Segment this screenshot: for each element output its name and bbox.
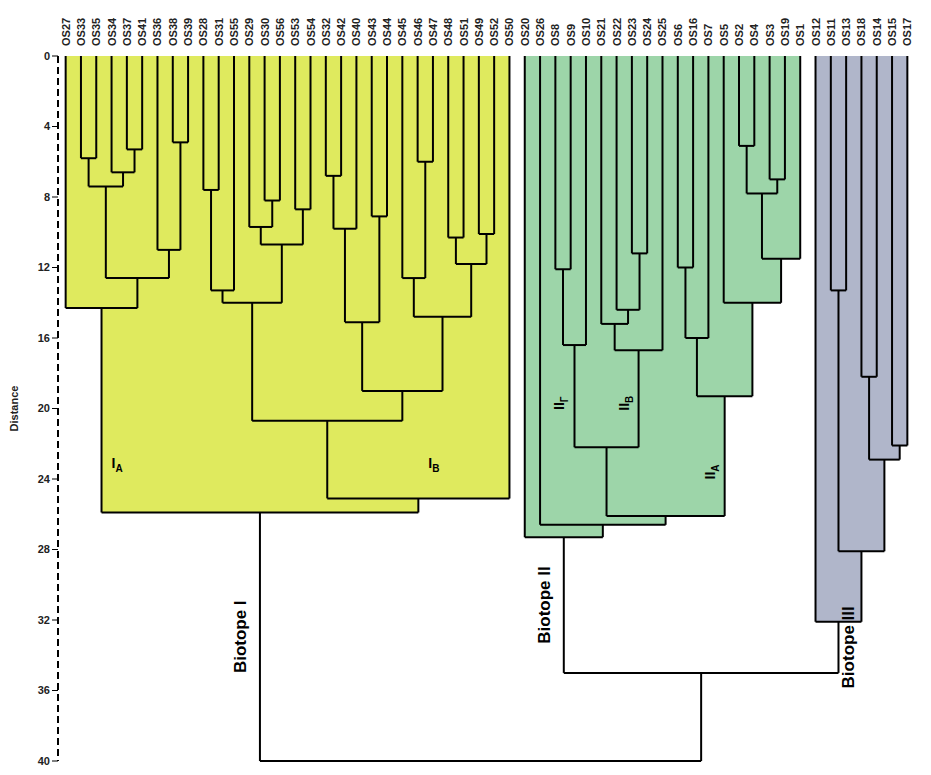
svg-text:OS26: OS26 — [534, 18, 546, 46]
svg-text:IA: IA — [112, 455, 123, 474]
svg-text:IIГ: IIГ — [551, 396, 570, 410]
svg-text:OS38: OS38 — [167, 18, 179, 46]
svg-text:32: 32 — [38, 614, 50, 626]
svg-text:OS43: OS43 — [366, 18, 378, 46]
svg-text:OS41: OS41 — [136, 18, 148, 46]
svg-text:Biotope I: Biotope I — [231, 600, 250, 673]
svg-text:OS55: OS55 — [228, 18, 240, 46]
svg-text:16: 16 — [38, 332, 50, 344]
svg-text:Distance: Distance — [8, 386, 20, 432]
svg-text:Biotope II: Biotope II — [535, 566, 554, 643]
svg-text:OS12: OS12 — [810, 18, 822, 46]
svg-text:OS15: OS15 — [886, 18, 898, 46]
svg-text:OS21: OS21 — [595, 18, 607, 46]
svg-text:OS1: OS1 — [794, 24, 806, 46]
svg-text:40: 40 — [38, 755, 50, 767]
svg-text:OS34: OS34 — [106, 17, 118, 46]
svg-text:OS6: OS6 — [672, 24, 684, 46]
svg-text:OS32: OS32 — [320, 18, 332, 46]
svg-text:OS33: OS33 — [75, 18, 87, 46]
svg-text:36: 36 — [38, 684, 50, 696]
svg-text:OS48: OS48 — [442, 18, 454, 46]
svg-text:OS29: OS29 — [243, 18, 255, 46]
svg-text:OS40: OS40 — [350, 18, 362, 46]
svg-text:OS17: OS17 — [901, 18, 913, 46]
svg-text:0: 0 — [44, 50, 50, 62]
svg-text:OS13: OS13 — [840, 18, 852, 46]
svg-text:OS49: OS49 — [473, 18, 485, 46]
svg-text:OS53: OS53 — [289, 18, 301, 46]
svg-text:OS18: OS18 — [855, 18, 867, 46]
svg-text:OS35: OS35 — [90, 18, 102, 46]
svg-text:28: 28 — [38, 543, 50, 555]
svg-text:OS27: OS27 — [60, 18, 72, 46]
svg-text:OS23: OS23 — [626, 18, 638, 46]
svg-text:OS7: OS7 — [702, 24, 714, 46]
svg-text:OS24: OS24 — [641, 17, 653, 46]
svg-text:20: 20 — [38, 402, 50, 414]
svg-text:24: 24 — [38, 473, 51, 485]
svg-text:OS28: OS28 — [197, 18, 209, 46]
svg-text:OS50: OS50 — [503, 18, 515, 46]
svg-text:OS36: OS36 — [151, 18, 163, 46]
svg-text:OS30: OS30 — [259, 18, 271, 46]
svg-text:OS19: OS19 — [779, 18, 791, 46]
svg-text:OS8: OS8 — [549, 24, 561, 46]
svg-text:OS46: OS46 — [412, 18, 424, 46]
svg-text:OS10: OS10 — [580, 18, 592, 46]
svg-text:OS47: OS47 — [427, 18, 439, 46]
svg-text:Biotope III: Biotope III — [839, 606, 858, 688]
svg-text:OS51: OS51 — [458, 18, 470, 46]
svg-text:OS16: OS16 — [687, 18, 699, 46]
svg-text:IB: IB — [428, 455, 439, 474]
svg-text:OS52: OS52 — [488, 18, 500, 46]
svg-text:4: 4 — [44, 120, 51, 132]
svg-text:OS4: OS4 — [748, 23, 760, 46]
svg-text:OS14: OS14 — [871, 17, 883, 46]
svg-text:OS39: OS39 — [182, 18, 194, 46]
svg-text:OS22: OS22 — [611, 18, 623, 46]
svg-text:IIB: IIB — [616, 396, 635, 411]
svg-text:OS9: OS9 — [565, 24, 577, 46]
svg-text:12: 12 — [38, 261, 50, 273]
svg-text:OS5: OS5 — [718, 24, 730, 46]
svg-text:OS2: OS2 — [733, 24, 745, 46]
svg-text:OS20: OS20 — [519, 18, 531, 46]
svg-text:OS31: OS31 — [213, 18, 225, 46]
svg-text:OS56: OS56 — [274, 18, 286, 46]
svg-text:OS45: OS45 — [396, 18, 408, 46]
svg-text:8: 8 — [44, 191, 50, 203]
svg-text:OS42: OS42 — [335, 18, 347, 46]
svg-text:OS44: OS44 — [381, 17, 393, 46]
svg-text:OS3: OS3 — [764, 24, 776, 46]
svg-text:OS37: OS37 — [121, 18, 133, 46]
svg-text:OS11: OS11 — [825, 18, 837, 46]
svg-text:OS25: OS25 — [656, 18, 668, 46]
svg-text:IIA: IIA — [702, 464, 721, 479]
svg-text:OS54: OS54 — [305, 17, 317, 46]
